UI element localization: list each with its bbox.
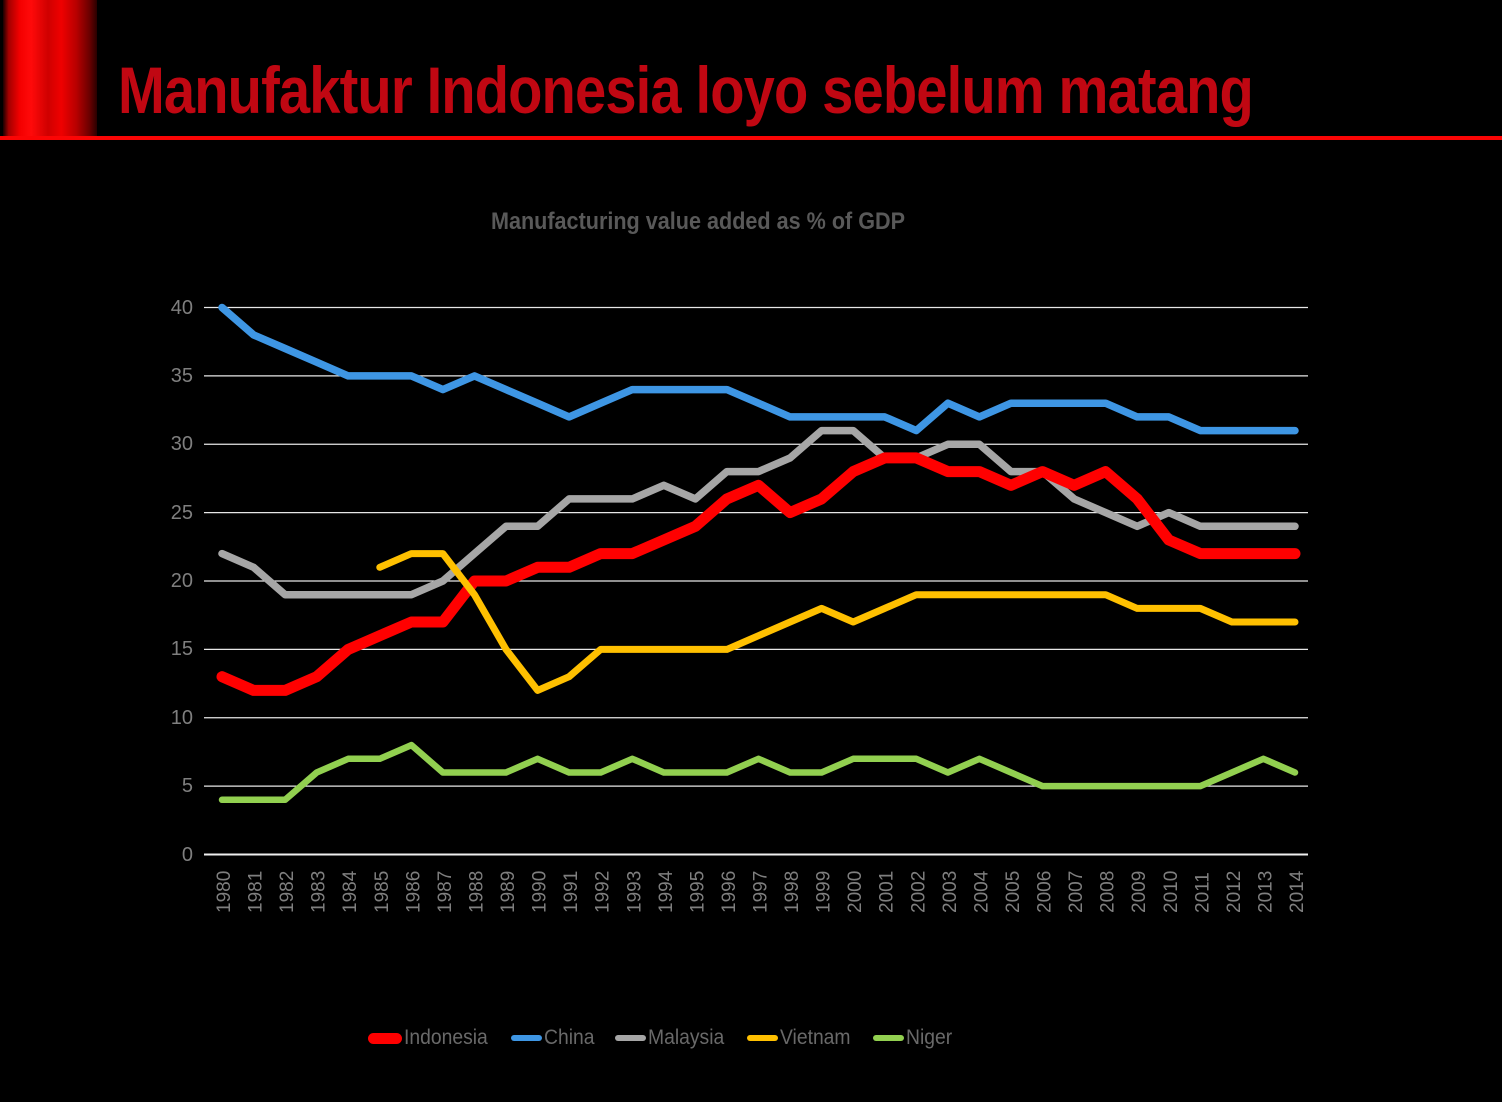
slide-title: Manufaktur Indonesia loyo sebelum matang: [118, 53, 1254, 127]
y-tick-label-30: 30: [170, 433, 193, 456]
x-tick-label-2009: 2009: [1129, 871, 1150, 913]
x-tick-label-2014: 2014: [1287, 870, 1308, 913]
x-tick-label-2013: 2013: [1255, 871, 1276, 913]
legend-item-indonesia: Indonesia: [368, 1026, 495, 1050]
legend-label-indonesia: Indonesia: [404, 1026, 488, 1049]
x-tick-label-2011: 2011: [1192, 872, 1213, 913]
legend-label-niger: Niger: [905, 1026, 952, 1049]
x-tick-label-1988: 1988: [466, 871, 487, 913]
x-tick-label-1981: 1981: [246, 871, 267, 913]
series-line-indonesia: [216, 452, 1301, 696]
y-tick-label-25: 25: [170, 501, 193, 524]
legend-swatch-malaysia: [614, 1034, 646, 1042]
x-tick-label-2002: 2002: [908, 871, 929, 913]
x-tick-label-1986: 1986: [403, 871, 424, 913]
series-line-niger: [218, 741, 1299, 804]
y-tick-label-20: 20: [170, 570, 193, 592]
x-tick-label-1995: 1995: [687, 871, 708, 913]
legend-swatch-indonesia: [368, 1032, 402, 1044]
chart-legend: Indonesia China Malaysia Vietnam Niger: [368, 1026, 956, 1050]
y-tick-label-5: 5: [181, 775, 193, 798]
y-tick-label-40: 40: [170, 296, 193, 319]
legend-swatch-china: [511, 1034, 543, 1042]
legend-swatch-niger: [872, 1034, 904, 1042]
y-tick-label-15: 15: [170, 638, 193, 661]
x-tick-label-2012: 2012: [1224, 871, 1245, 913]
series-line-malaysia: [218, 426, 1299, 599]
x-tick-label-1991: 1991: [561, 871, 582, 913]
legend-item-vietnam: Vietnam: [746, 1026, 857, 1050]
red-accent-bar: [3, 0, 97, 138]
x-tick-label-1990: 1990: [530, 871, 551, 913]
series-line-china: [218, 303, 1299, 435]
y-tick-label-35: 35: [170, 364, 193, 387]
x-tick-label-1989: 1989: [498, 871, 519, 913]
x-tick-label-1985: 1985: [372, 871, 393, 913]
legend-item-niger: Niger: [872, 1026, 956, 1050]
x-tick-label-2001: 2001: [877, 871, 898, 913]
legend-swatch-vietnam: [746, 1034, 778, 1042]
x-tick-label-2007: 2007: [1066, 871, 1087, 913]
x-tick-label-2003: 2003: [940, 871, 961, 913]
legend-label-vietnam: Vietnam: [779, 1026, 851, 1049]
y-tick-label-0: 0: [181, 843, 193, 866]
y-tick-label-10: 10: [170, 706, 193, 729]
title-underline-rule: [0, 136, 1502, 140]
x-tick-label-1999: 1999: [814, 871, 835, 913]
x-tick-label-1993: 1993: [624, 871, 645, 913]
legend-item-china: China: [511, 1026, 599, 1050]
x-tick-label-1983: 1983: [309, 871, 330, 913]
x-tick-label-1987: 1987: [435, 871, 456, 913]
x-tick-label-2000: 2000: [845, 871, 866, 913]
x-tick-label-1998: 1998: [782, 871, 803, 913]
x-tick-label-1994: 1994: [656, 870, 677, 913]
x-tick-label-2006: 2006: [1035, 871, 1056, 913]
chart-title: Manufacturing value added as % of GDP: [490, 208, 906, 235]
x-tick-label-2005: 2005: [1003, 871, 1024, 913]
x-tick-label-1980: 1980: [214, 871, 235, 913]
x-tick-label-1982: 1982: [277, 871, 298, 913]
legend-label-china: China: [544, 1026, 595, 1049]
x-tick-label-2010: 2010: [1161, 871, 1182, 913]
series-line-vietnam: [376, 550, 1299, 694]
x-tick-label-1997: 1997: [751, 871, 772, 913]
legend-item-malaysia: Malaysia: [614, 1026, 731, 1050]
x-tick-label-1992: 1992: [593, 871, 614, 913]
legend-label-malaysia: Malaysia: [647, 1026, 725, 1049]
x-tick-label-1996: 1996: [719, 871, 740, 913]
x-tick-label-2008: 2008: [1098, 871, 1119, 913]
x-tick-label-2004: 2004: [971, 870, 992, 913]
x-tick-label-1984: 1984: [340, 870, 361, 913]
